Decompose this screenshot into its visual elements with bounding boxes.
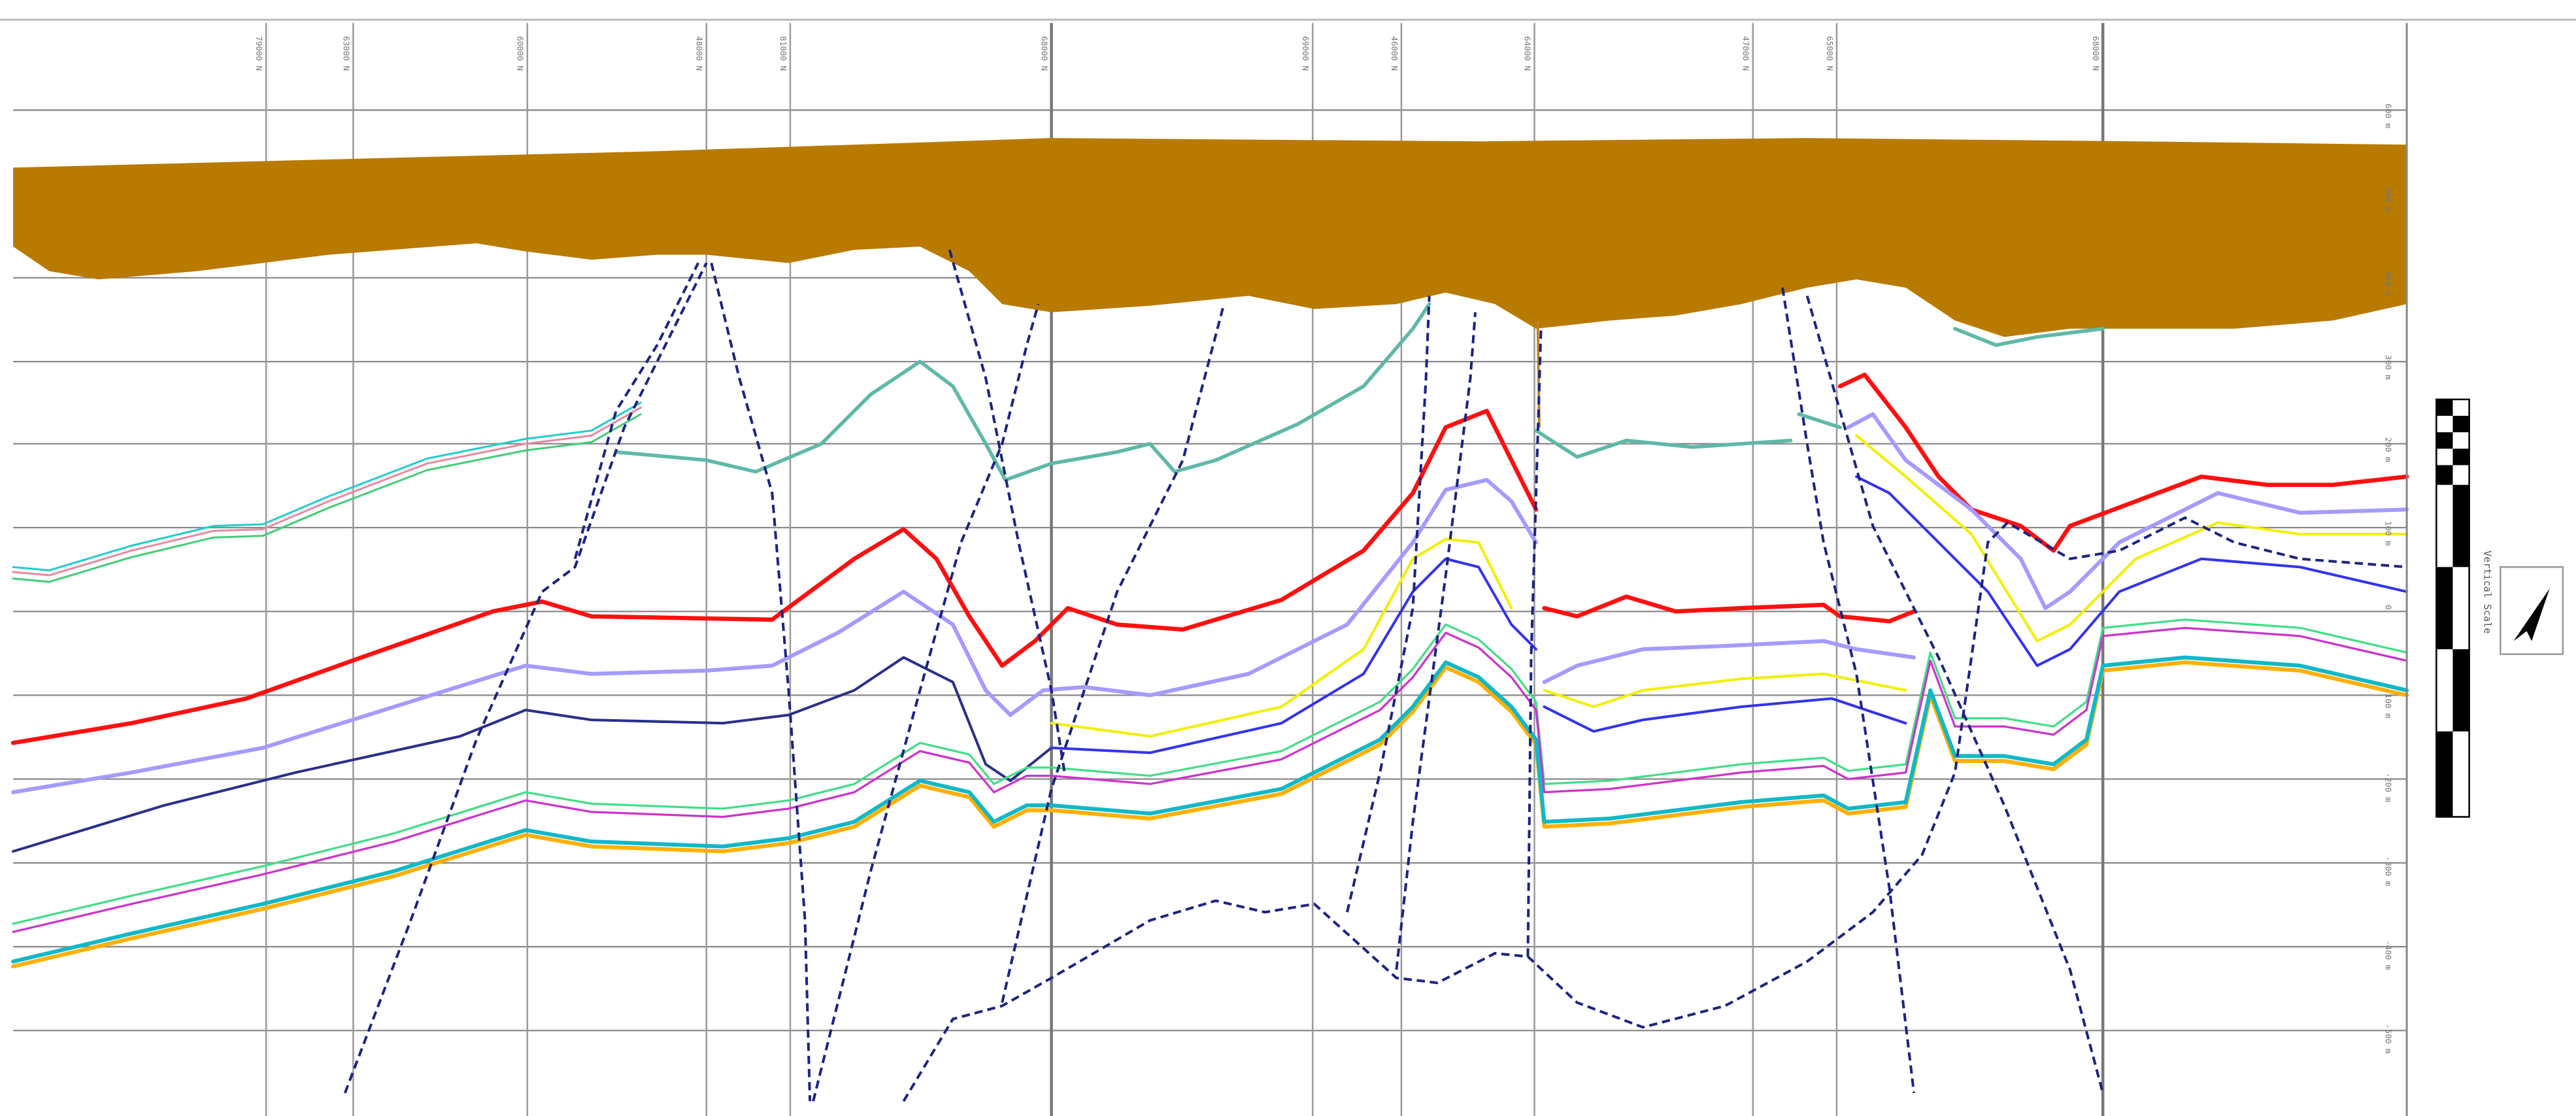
section-label: 47000 N	[1741, 36, 1751, 71]
depth-label: 300 m	[2383, 355, 2393, 380]
horizon-line	[1542, 594, 1916, 624]
horizon-line	[1855, 475, 2409, 668]
overburden	[13, 138, 2407, 337]
horizon-line	[1050, 537, 1513, 738]
horizon-line	[1837, 372, 2409, 553]
horizon-line	[11, 655, 2409, 964]
fault	[1395, 312, 1477, 970]
fault	[1781, 287, 1916, 1094]
scale-block	[2452, 649, 2469, 732]
horizon-line	[12, 626, 2408, 934]
horizon-line	[12, 406, 642, 577]
horizon-line	[1542, 639, 1916, 685]
scale-block	[2436, 731, 2453, 817]
grid	[13, 23, 2407, 1116]
depth-label: -500 m	[2383, 1024, 2393, 1053]
horizon-line	[12, 618, 2408, 925]
section-label: 48000 N	[695, 36, 705, 71]
lower-horizons	[11, 618, 2409, 969]
fault	[1001, 303, 1226, 1003]
horizon-line	[10, 409, 1539, 745]
depth-label: -200 m	[2383, 773, 2393, 802]
depth-label: -300 m	[2383, 856, 2393, 886]
yellow-horizon	[1050, 434, 2409, 738]
red-horizon	[10, 372, 2409, 745]
fault	[573, 262, 699, 560]
section-label: 69000 N	[1301, 36, 1311, 71]
horizon-line	[614, 302, 1431, 482]
scale-block	[2436, 432, 2453, 449]
horizon-line	[1855, 434, 2409, 643]
scale-block	[2452, 416, 2469, 433]
scale-block	[2452, 448, 2469, 465]
labels: 79000 N 63000 N 60000 N 48000 N 81000 N 68000…	[254, 36, 2393, 1053]
horizon-line	[1543, 672, 1907, 709]
section-label: 46000 N	[1390, 36, 1399, 71]
horizon-line	[12, 413, 642, 583]
depth-label: 600 m	[2383, 103, 2393, 128]
horizon-line	[1846, 412, 2409, 611]
horizon-line	[1050, 557, 1538, 754]
depth-label: -100 m	[2383, 688, 2393, 718]
section-label: 79000 N	[254, 36, 264, 71]
section-label: 60000 N	[516, 36, 526, 71]
scale-title: Vertical Scale	[2481, 550, 2493, 634]
depth-label: 0	[2383, 605, 2393, 610]
scale-block	[2452, 484, 2469, 567]
faults	[343, 249, 2407, 1102]
fault	[948, 249, 1066, 773]
upper-horizon	[12, 302, 2105, 583]
horizon-line	[12, 656, 1053, 853]
depth-label: 200 m	[2383, 437, 2393, 462]
scale-block	[2436, 399, 2453, 416]
blue-horizon	[12, 475, 2409, 853]
fault	[812, 303, 1040, 1102]
horizon-line	[1797, 412, 1842, 430]
depth-label: 400 m	[2383, 271, 2393, 296]
north-arrow-box	[2500, 566, 2564, 655]
depth-label: -400 m	[2383, 940, 2393, 970]
lavender-horizon	[11, 412, 2409, 794]
fault	[343, 262, 708, 1094]
horizon-line	[11, 478, 1539, 794]
horizon-line	[11, 660, 2409, 969]
section-label: 64000 N	[1522, 36, 1532, 71]
depth-label: 500 m	[2383, 188, 2393, 212]
fault	[1805, 295, 2105, 1094]
fault	[1346, 296, 1431, 913]
fault	[710, 262, 812, 1102]
section-label: 68000 N	[2091, 36, 2101, 71]
horizon-line	[1543, 697, 1907, 733]
scale-bar: Vertical Scale	[2435, 398, 2493, 818]
section-label: 65000 N	[1825, 36, 1835, 71]
horizon-line	[1534, 428, 1793, 459]
section-label: 81000 N	[778, 36, 788, 71]
section-label: 63000 N	[341, 36, 351, 71]
section-label: 68000 N	[1039, 36, 1049, 71]
horizon-line	[12, 401, 642, 571]
scale-block	[2436, 465, 2453, 485]
horizon-line	[1953, 327, 2105, 347]
scale-block	[2436, 567, 2453, 650]
north-arrow	[2500, 566, 2564, 655]
fault	[1526, 328, 1543, 957]
depth-label: 100 m	[2383, 521, 2393, 546]
